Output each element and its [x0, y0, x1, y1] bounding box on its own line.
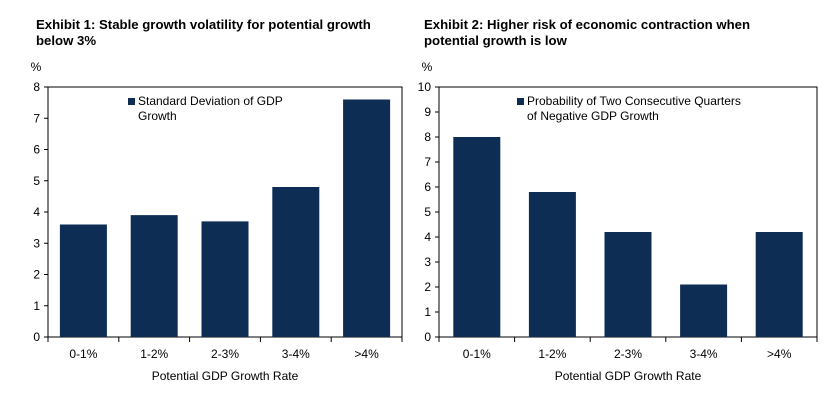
y-tick-label: 1: [33, 299, 40, 313]
bar-0-1%: [453, 137, 501, 337]
x-axis-label: Potential GDP Growth Rate: [555, 369, 702, 383]
legend-swatch: [517, 98, 524, 105]
y-tick-label: 7: [424, 155, 431, 169]
y-tick-label: 0: [424, 330, 431, 344]
x-tick-label: >4%: [767, 347, 792, 361]
bar->4%: [755, 232, 803, 337]
bar-1-2%: [528, 192, 576, 337]
x-tick-label: 1-2%: [538, 347, 566, 361]
y-tick-label: 8: [33, 80, 40, 94]
y-unit-label: %: [31, 60, 42, 74]
x-tick-label: 0-1%: [69, 347, 97, 361]
y-tick-label: 0: [33, 330, 40, 344]
x-tick-label: 2-3%: [614, 347, 642, 361]
y-tick-label: 5: [424, 205, 431, 219]
x-tick-label: 0-1%: [463, 347, 491, 361]
y-unit-label: %: [422, 60, 433, 74]
x-tick-label: 2-3%: [211, 347, 239, 361]
x-axis-label: Potential GDP Growth Rate: [152, 369, 299, 383]
y-tick-label: 1: [424, 305, 431, 319]
bar-1-2%: [130, 215, 178, 337]
bar-2-3%: [201, 221, 249, 337]
exhibit-1-chart: 0 1 2 3 4 5 6 7 8% 0-1% 1-2% 2-3% 3-4% >4% Potential G…: [31, 60, 403, 383]
bar-3-4%: [680, 284, 728, 337]
x-tick-label: >4%: [354, 347, 379, 361]
legend-swatch: [128, 98, 135, 105]
y-tick-label: 4: [424, 230, 431, 244]
x-tick-label: 1-2%: [140, 347, 168, 361]
y-tick-label: 3: [33, 236, 40, 250]
bar-2-3%: [604, 232, 652, 337]
y-tick-label: 6: [33, 143, 40, 157]
y-tick-label: 6: [424, 180, 431, 194]
legend-label-line2: of Negative GDP Growth: [527, 109, 659, 123]
y-tick-label: 7: [33, 111, 40, 125]
x-tick-label: 3-4%: [690, 347, 718, 361]
y-tick-label: 2: [424, 280, 431, 294]
y-tick-label: 8: [424, 130, 431, 144]
exhibit-2-title: Exhibit 2: Higher risk of economic contr…: [424, 17, 751, 48]
legend-label-line1: Probability of Two Consecutive Quarters: [527, 94, 741, 108]
legend-label-line1: Standard Deviation of GDP: [138, 94, 283, 108]
exhibit-2-chart: 0 1 2 3 4 5 6 7 8 9 10% 0-1% 1-2% 2-3% 3-4% >4% Potentia…: [418, 60, 818, 383]
bar->4%: [343, 99, 391, 337]
y-tick-label: 5: [33, 174, 40, 188]
y-tick-label: 4: [33, 205, 40, 219]
y-tick-label: 10: [418, 80, 432, 94]
y-tick-label: 3: [424, 255, 431, 269]
y-tick-label: 2: [33, 268, 40, 282]
y-tick-label: 9: [424, 105, 431, 119]
legend-label-line2: Growth: [138, 109, 177, 123]
bar-3-4%: [272, 187, 320, 337]
x-tick-label: 3-4%: [282, 347, 310, 361]
bar-0-1%: [59, 224, 107, 337]
exhibit-1-title: Exhibit 1: Stable growth volatility for …: [36, 17, 371, 48]
